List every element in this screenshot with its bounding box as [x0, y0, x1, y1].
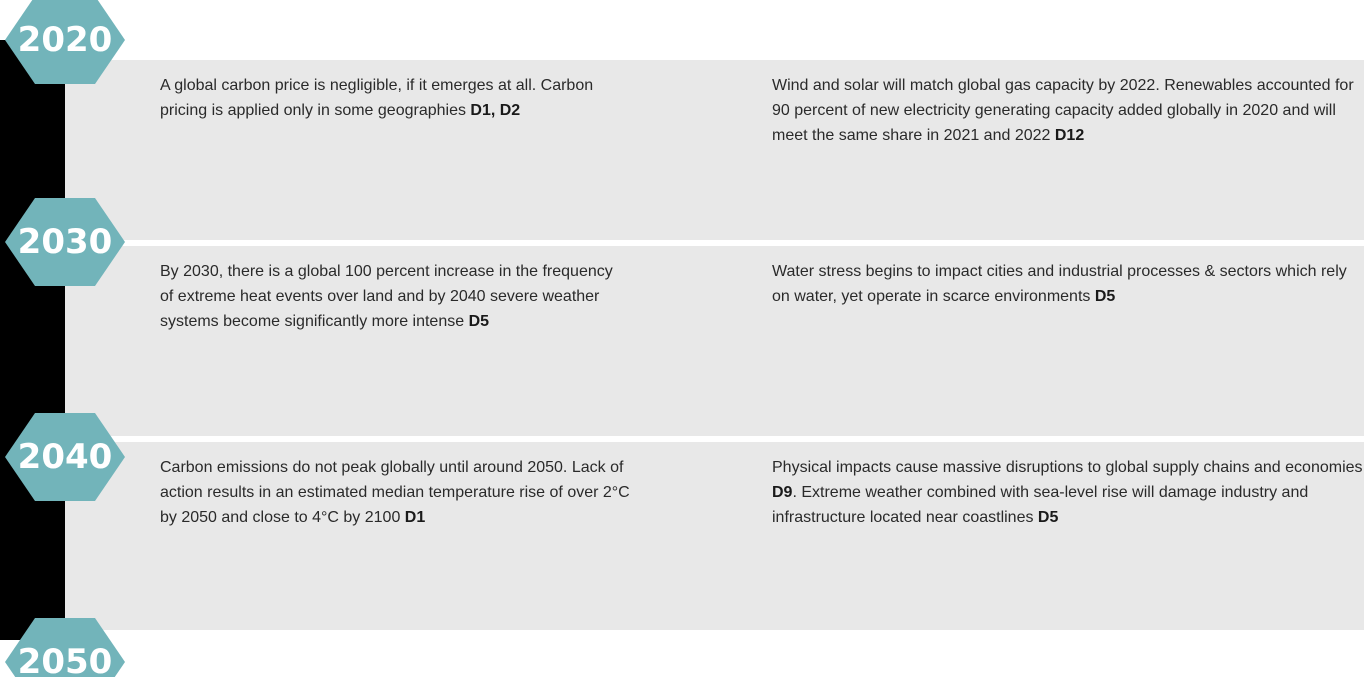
text: Water stress begins to impact cities and… [772, 263, 1347, 305]
text: By 2030, there is a global 100 percent i… [160, 263, 613, 330]
timeline-bar [0, 40, 65, 640]
text: . Extreme weather combined with sea-leve… [772, 484, 1309, 526]
text: Wind and solar will match global gas cap… [772, 77, 1354, 144]
left-cell: By 2030, there is a global 100 percent i… [160, 259, 630, 334]
left-cell: Carbon emissions do not peak globally un… [160, 455, 630, 530]
left-cell: A global carbon price is negligible, if … [160, 73, 630, 123]
year-hexagon [5, 198, 125, 286]
year-hexagon [5, 413, 125, 501]
reference: D1, D2 [470, 102, 521, 119]
year-label: 2040 [18, 437, 113, 477]
year-label: 2050 [18, 642, 113, 677]
reference: D5 [468, 313, 490, 330]
year-label: 2030 [18, 222, 113, 262]
reference: D5 [1037, 509, 1059, 526]
reference: D1 [404, 509, 426, 526]
reference: D5 [1094, 288, 1116, 305]
row-band [65, 442, 1364, 630]
year-hexagon [5, 0, 125, 84]
right-cell: Water stress begins to impact cities and… [772, 259, 1364, 309]
row-band [65, 60, 1364, 240]
year-label: 2020 [18, 20, 113, 60]
right-cell: Physical impacts cause massive disruptio… [772, 455, 1364, 530]
text: A global carbon price is negligible, if … [160, 77, 594, 119]
text: Carbon emissions do not peak globally un… [160, 459, 630, 526]
text: Physical impacts cause massive disruptio… [772, 459, 1363, 476]
right-cell: Wind and solar will match global gas cap… [772, 73, 1364, 148]
reference: D12 [1054, 127, 1085, 144]
reference: D9 [772, 484, 793, 501]
year-hexagon [5, 618, 125, 677]
row-band [65, 246, 1364, 436]
